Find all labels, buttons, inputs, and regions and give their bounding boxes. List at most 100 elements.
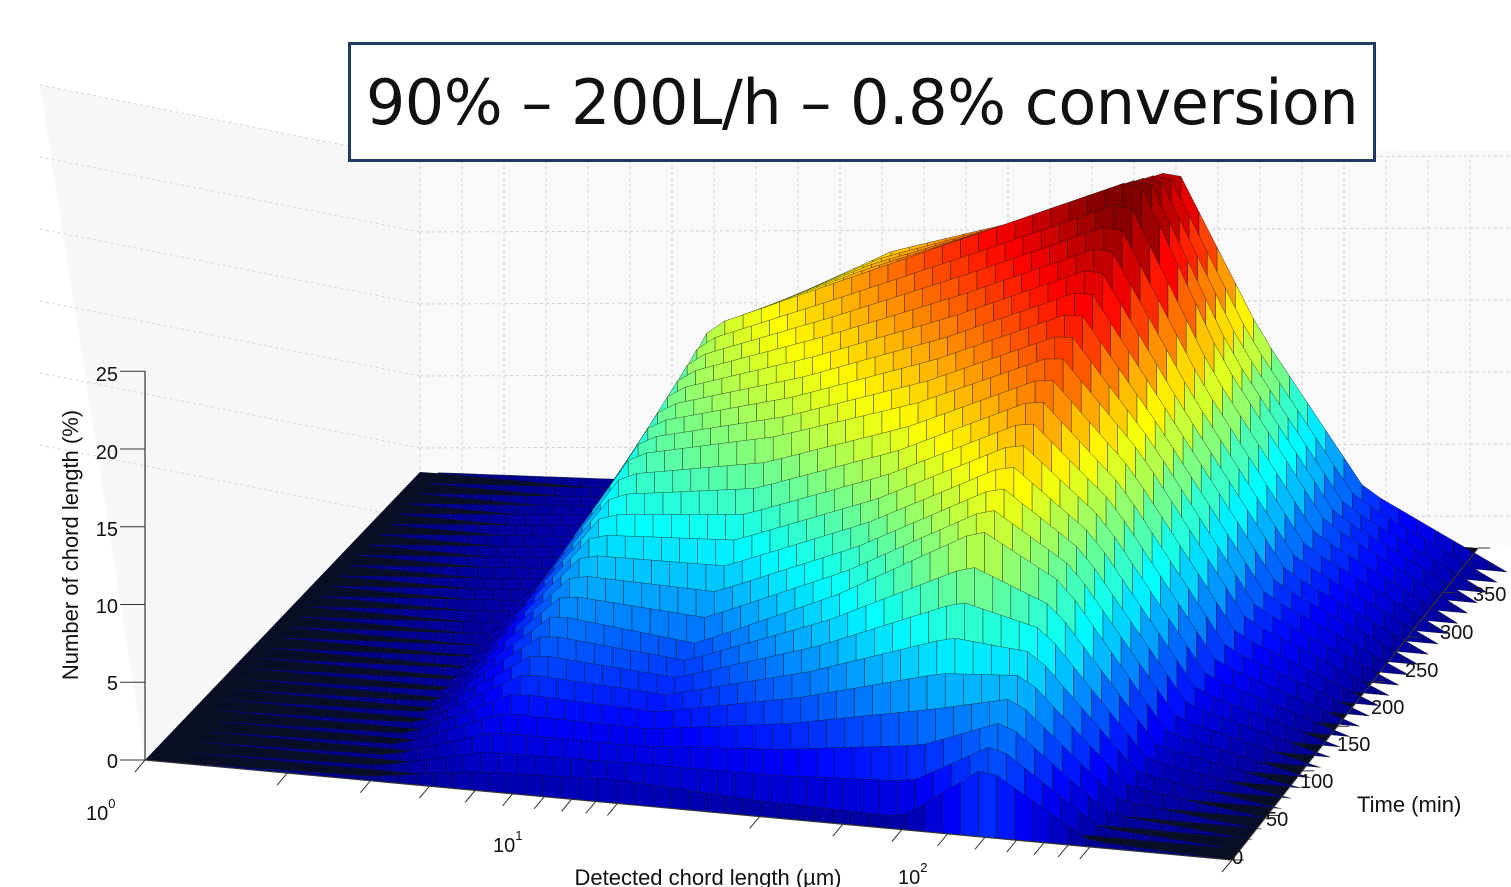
- surface-cell: [442, 666, 461, 678]
- surface-cell: [536, 485, 556, 496]
- y-tick-label: 200: [1371, 697, 1404, 719]
- surface-cell: [461, 524, 480, 534]
- surface-cell: [415, 653, 435, 664]
- surface-cell: [480, 504, 500, 514]
- surface-cell: [420, 587, 439, 598]
- surface-cell: [1243, 825, 1262, 830]
- surface-cell: [1205, 843, 1224, 849]
- surface-cell: [497, 524, 516, 538]
- x-tick-mark: [1033, 842, 1045, 856]
- surface-cell: [455, 609, 474, 623]
- surface-cell: [879, 779, 898, 819]
- surface-cell: [425, 642, 445, 654]
- y-tick-label: 50: [1266, 809, 1288, 831]
- grid-line: [419, 371, 1511, 377]
- surface-cell: [887, 814, 907, 831]
- chart-title: 90% – 200L/h – 0.8% conversion: [365, 65, 1359, 139]
- surface-cell: [458, 566, 477, 579]
- surface-cell: [434, 772, 454, 789]
- grid-line: [419, 227, 1511, 233]
- x-tick-mark: [533, 796, 545, 810]
- z-tick-label: 25: [96, 364, 118, 386]
- surface-cell: [688, 790, 707, 812]
- surface-cell: [615, 779, 635, 806]
- surface-cell: [445, 620, 464, 633]
- surface-cell: [406, 664, 425, 675]
- surface-cell: [778, 802, 798, 821]
- surface-cell: [960, 770, 979, 837]
- x-tick-label: 101: [493, 828, 522, 857]
- grid-line: [39, 444, 421, 521]
- surface-cell: [449, 555, 469, 567]
- y-axis: 0 50 100 150 200 250 300 350 Time (min): [1232, 584, 1506, 869]
- surface-cell: [851, 811, 870, 827]
- x-tick-mark: [585, 801, 597, 814]
- axes: [120, 370, 1490, 873]
- surface-cell: [1429, 622, 1449, 634]
- surface-cell: [452, 771, 472, 791]
- x-axis: 100 101 102 Detected chord length (µm): [86, 796, 927, 887]
- x-tick-mark: [276, 772, 288, 786]
- surface-cell: [424, 665, 443, 676]
- surface-cell: [869, 813, 888, 829]
- z-axis-label: Number of chord length (%): [58, 410, 83, 680]
- surface-cell: [407, 642, 427, 652]
- surface-cell: [706, 792, 725, 814]
- surface-cell: [477, 545, 497, 558]
- y-tick-label: 250: [1405, 660, 1438, 682]
- surface-cell: [417, 631, 436, 642]
- surface-cell: [410, 597, 430, 608]
- surface-cell: [543, 775, 562, 799]
- grid-line: [39, 84, 421, 161]
- surface-cell: [468, 556, 487, 568]
- surface-cell: [564, 477, 584, 488]
- z-axis: 0 5 10 15 20 25 Number of chord length (…: [58, 364, 118, 773]
- z-tick-label: 15: [96, 519, 118, 541]
- surface-cell: [1478, 571, 1498, 583]
- title-box: 90% – 200L/h – 0.8% conversion: [348, 42, 1376, 162]
- surface-cell: [1419, 632, 1439, 645]
- surface-cell: [1331, 728, 1350, 737]
- surface-cell: [440, 566, 459, 577]
- grid-line: [419, 443, 1511, 449]
- surface-cell: [554, 486, 574, 498]
- surface-cell: [437, 609, 456, 621]
- x-tick-mark: [937, 833, 948, 847]
- surface-cell: [471, 513, 490, 524]
- surface-cell: [381, 752, 401, 762]
- surface-cell: [469, 534, 489, 546]
- z-tick-label: 10: [96, 596, 118, 618]
- surface-cell: [446, 598, 466, 611]
- surface-cell: [387, 663, 407, 673]
- surface-cell: [456, 587, 476, 601]
- x-tick-mark: [502, 793, 513, 807]
- surface-cell: [1233, 835, 1252, 840]
- y-tick-label: 100: [1300, 771, 1333, 793]
- surface-cell: [391, 619, 410, 628]
- x-tick-mark: [419, 785, 430, 799]
- grid-line: [39, 300, 421, 377]
- x-axis-line: [144, 759, 1233, 861]
- surface-cell: [402, 586, 421, 596]
- x-tick-mark: [1006, 839, 1018, 853]
- surface-cell: [978, 771, 997, 839]
- x-tick-mark: [1221, 859, 1233, 873]
- x-tick-mark: [607, 803, 618, 816]
- surface-cell: [434, 654, 453, 666]
- surface-cell: [861, 778, 880, 817]
- surface-cell: [1380, 674, 1400, 686]
- surface-cell: [409, 619, 428, 630]
- surface-cell: [507, 514, 526, 527]
- surface-cell: [561, 776, 580, 801]
- surface-cell: [465, 598, 484, 613]
- grid-line: [39, 372, 421, 449]
- surface-cell: [527, 495, 546, 507]
- y-tick-label: 150: [1337, 734, 1370, 756]
- surface-cell: [443, 643, 463, 656]
- surface-cell: [546, 476, 566, 486]
- surface-cell: [489, 513, 508, 526]
- surface-cell: [597, 778, 617, 804]
- x-tick-label: 102: [898, 860, 927, 887]
- surface-cell: [525, 774, 544, 797]
